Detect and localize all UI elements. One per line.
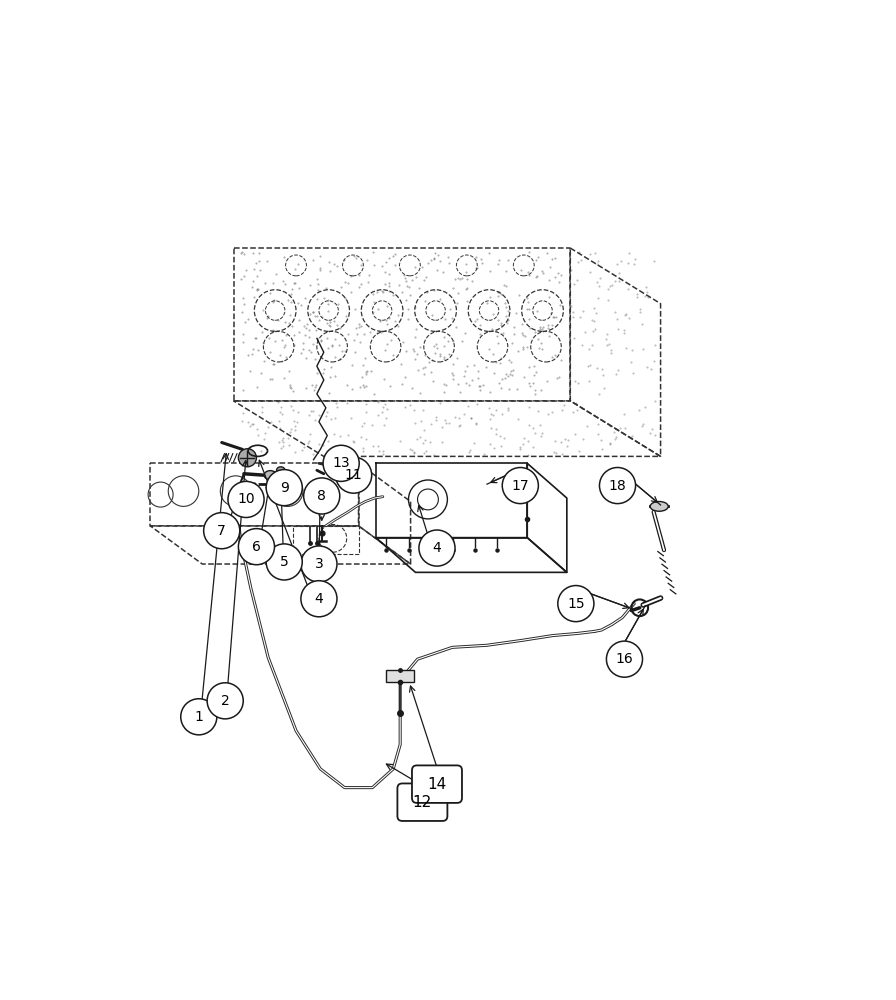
Ellipse shape: [650, 502, 668, 511]
FancyBboxPatch shape: [398, 783, 447, 821]
Ellipse shape: [264, 471, 277, 480]
Circle shape: [266, 544, 302, 580]
Text: 17: 17: [512, 479, 530, 493]
Text: 4: 4: [314, 592, 323, 606]
Circle shape: [207, 683, 243, 719]
Text: 1: 1: [194, 710, 203, 724]
Circle shape: [419, 530, 455, 566]
Circle shape: [323, 445, 359, 481]
Circle shape: [238, 449, 256, 467]
Circle shape: [607, 641, 642, 677]
Circle shape: [503, 468, 538, 504]
Bar: [386, 670, 414, 682]
Circle shape: [599, 468, 635, 504]
Text: 12: 12: [413, 795, 432, 810]
Text: 6: 6: [252, 540, 261, 554]
Circle shape: [181, 699, 217, 735]
Circle shape: [301, 581, 337, 617]
Text: 18: 18: [608, 479, 626, 493]
Text: 14: 14: [427, 777, 446, 792]
Circle shape: [304, 478, 340, 514]
Text: 10: 10: [237, 492, 254, 506]
Text: 9: 9: [280, 481, 289, 495]
Text: 2: 2: [220, 694, 229, 708]
FancyBboxPatch shape: [412, 765, 462, 803]
Text: 13: 13: [332, 456, 350, 470]
Circle shape: [228, 481, 264, 517]
Text: 7: 7: [218, 524, 226, 538]
Text: 3: 3: [314, 557, 323, 571]
Text: 4: 4: [433, 541, 442, 555]
Text: 11: 11: [345, 468, 363, 482]
Ellipse shape: [277, 467, 285, 474]
Circle shape: [266, 470, 302, 506]
Text: 8: 8: [317, 489, 326, 503]
Circle shape: [336, 457, 372, 493]
Text: 15: 15: [567, 597, 585, 611]
Circle shape: [301, 546, 337, 582]
Circle shape: [558, 586, 594, 622]
Circle shape: [238, 529, 274, 565]
Circle shape: [203, 513, 240, 549]
Text: 16: 16: [616, 652, 633, 666]
Text: 5: 5: [280, 555, 289, 569]
